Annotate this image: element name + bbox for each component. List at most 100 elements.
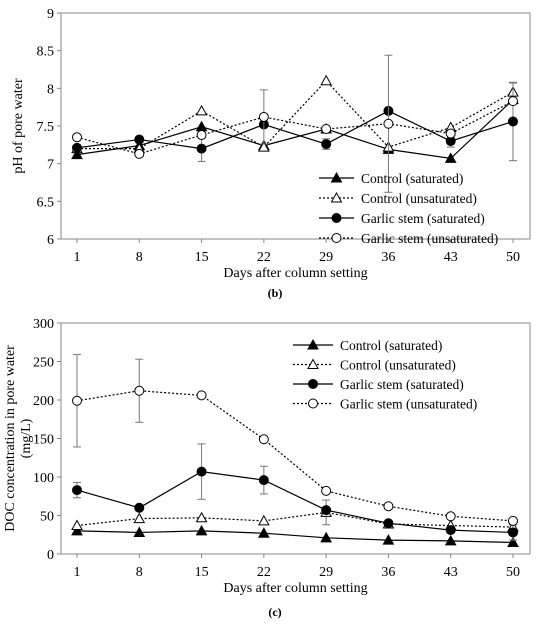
series-line <box>76 100 514 155</box>
data-point <box>383 518 394 529</box>
x-tick-label: 8 <box>136 250 143 265</box>
x-tick-label: 43 <box>444 565 458 580</box>
y-tick-label: 0 <box>47 548 54 563</box>
series-4 <box>72 354 518 526</box>
legend-label: Control (saturated) <box>361 171 463 186</box>
data-point <box>507 536 519 547</box>
series-line <box>76 110 514 150</box>
data-point <box>196 130 207 141</box>
x-tick-label: 15 <box>195 565 209 580</box>
data-point <box>195 511 208 523</box>
data-point <box>72 395 82 406</box>
series-line <box>76 99 514 160</box>
x-tick-label: 29 <box>319 250 333 265</box>
data-point <box>508 116 518 127</box>
x-axis-title: Days after column setting <box>223 266 367 281</box>
chart-panel-1: 6 6.5 7 7.5 8 8.5 9 1 8 15 22 29 36 43 50 Days after co… <box>11 7 531 300</box>
data-point <box>444 152 457 163</box>
data-point <box>321 505 332 516</box>
data-point <box>320 74 332 86</box>
legend-marker <box>330 171 343 183</box>
data-point <box>258 527 270 538</box>
legend-label: Control (unsaturated) <box>361 191 477 206</box>
y-tick-label: 9 <box>47 7 54 22</box>
legend-marker <box>331 213 342 223</box>
y-tick-label: 7 <box>47 158 54 173</box>
data-point <box>508 527 518 538</box>
data-point <box>72 132 82 143</box>
legend-label: Garlic stem (unsaturated) <box>361 231 498 246</box>
data-point <box>321 124 332 135</box>
y-tick-label: 250 <box>33 356 54 371</box>
y-tick-label: 200 <box>33 394 54 409</box>
data-point <box>258 434 269 445</box>
data-point <box>445 525 456 536</box>
data-point <box>71 519 83 531</box>
data-point <box>444 534 457 546</box>
data-point <box>382 534 395 545</box>
data-point <box>133 512 146 524</box>
y-tick-label: 100 <box>33 471 54 486</box>
data-point <box>258 141 270 152</box>
data-point <box>72 142 82 153</box>
y-axis-title: pH of pore water <box>11 78 26 174</box>
legend-label: Control (unsaturated) <box>340 358 456 373</box>
legend-marker <box>308 398 318 409</box>
data-point <box>134 502 145 513</box>
y-tick-label: 8.5 <box>37 45 55 60</box>
panel-label: (b) <box>268 286 283 300</box>
x-tick-label: 1 <box>74 250 81 265</box>
legend-marker <box>330 191 343 203</box>
data-point <box>134 134 145 145</box>
data-point <box>445 511 456 522</box>
legend: Control (saturated) Control (unsaturated)… <box>293 338 477 412</box>
data-point <box>258 111 269 122</box>
y-tick-label: 8 <box>47 82 54 97</box>
series-line <box>76 530 514 544</box>
data-point <box>196 390 207 401</box>
data-point <box>508 515 518 526</box>
data-point <box>320 531 332 543</box>
data-point <box>71 148 83 160</box>
x-tick-label: 22 <box>257 565 271 580</box>
data-point <box>196 466 207 477</box>
data-point <box>258 514 270 526</box>
legend-marker <box>307 338 319 350</box>
data-point <box>195 104 208 116</box>
y-tick-label: 150 <box>33 433 54 448</box>
x-tick-label: 36 <box>381 565 395 580</box>
data-point <box>258 475 269 486</box>
plot-frame <box>60 322 531 555</box>
series-1 <box>71 524 519 547</box>
data-point <box>71 524 83 536</box>
legend-label: Garlic stem (saturated) <box>361 211 485 226</box>
x-tick-label: 8 <box>136 565 143 580</box>
data-point <box>321 139 332 150</box>
chart-panel-2: 0 50 100 150 200 250 300 1 8 15 22 29 36 43 50 Days aft… <box>3 317 531 619</box>
y-axis-title-line: DOC concentration in pore water <box>3 345 18 532</box>
y-tick-label: 7.5 <box>37 120 55 135</box>
data-point <box>383 118 394 129</box>
legend-label: Garlic stem (saturated) <box>340 377 464 392</box>
data-point <box>134 148 145 159</box>
data-point <box>196 143 207 154</box>
x-tick-label: 22 <box>257 250 271 265</box>
data-point <box>508 96 518 107</box>
legend-label: Control (saturated) <box>340 338 442 353</box>
y-tick-label: 6 <box>47 233 54 248</box>
y-axis-title-line: (mg/L) <box>19 418 34 458</box>
data-point <box>321 485 332 496</box>
series-line <box>77 79 514 150</box>
x-tick-label: 36 <box>381 250 395 265</box>
panel-label: (c) <box>268 605 281 619</box>
x-tick-label: 50 <box>506 565 520 580</box>
legend-label: Garlic stem (unsaturated) <box>340 397 477 412</box>
data-point <box>134 385 145 396</box>
x-tick-label: 1 <box>74 565 81 580</box>
y-tick-label: 6.5 <box>37 195 55 210</box>
x-tick-label: 43 <box>444 250 458 265</box>
data-point <box>383 501 394 512</box>
series-3 <box>72 443 518 541</box>
